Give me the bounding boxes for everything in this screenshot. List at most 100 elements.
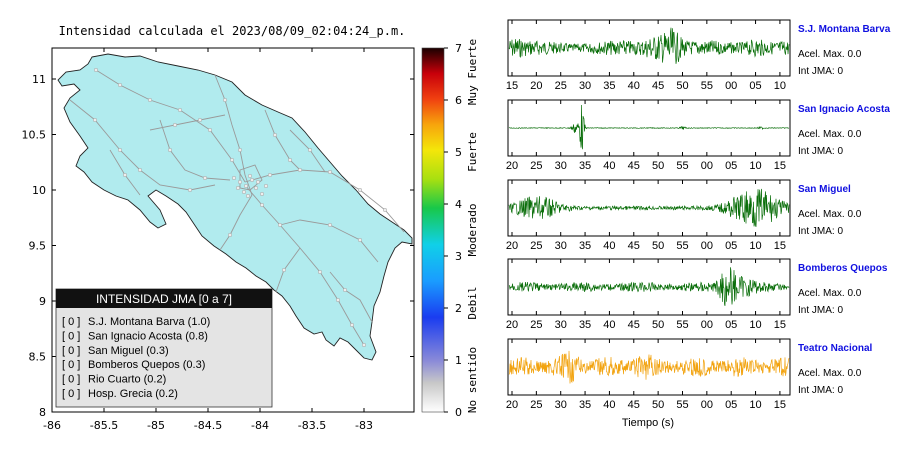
colorbar-label-0: No sentido [466, 347, 479, 413]
waveform-tick-label: 45 [652, 80, 664, 92]
map-x-axis: -86 -85.5 -85 -84.5 -84 -83.5 -83 [43, 48, 373, 432]
colorbar-gradient [421, 47, 445, 413]
waveform-tick-label: 40 [603, 160, 615, 172]
road-2 [214, 74, 253, 196]
waveform-tick-label: 30 [579, 80, 591, 92]
legend-item-badge: [ 0 ] [62, 359, 80, 371]
waveform-tick-label: 25 [555, 80, 567, 92]
town-marker [237, 179, 242, 184]
town-marker [260, 202, 265, 207]
town-marker [92, 117, 97, 122]
legend-item: [ 0 ] S.J. Montana Barva (1.0) [62, 316, 210, 328]
map-x-tick-label: -85.5 [90, 419, 118, 432]
waveform-tick-label: 00 [701, 160, 713, 172]
waveform-tick-label: 05 [725, 160, 737, 172]
station-name[interactable]: Teatro Nacional [798, 343, 872, 354]
waveform-tick-label: 10 [749, 399, 761, 411]
map-border [51, 47, 415, 413]
colorbar-label-1: Debil [466, 286, 479, 319]
town-marker [256, 179, 261, 184]
town-marker [253, 185, 258, 190]
town-marker [202, 175, 207, 180]
town-marker [260, 191, 265, 196]
map-x-tick-label: -84.5 [194, 419, 222, 432]
waveform-tick-label: 45 [628, 160, 640, 172]
legend-item-label: S.J. Montana Barva (1.0) [88, 316, 210, 328]
waveform-tick-label: 40 [628, 80, 640, 92]
station-name[interactable]: San Miguel [798, 184, 851, 195]
station-accel: Acel. Max. 0.0 [798, 288, 862, 299]
town-marker [227, 232, 232, 237]
colorbar-tick-label: 0 [455, 406, 462, 419]
waveform-tick-label: 55 [676, 399, 688, 411]
station-name[interactable]: San Ignacio Acosta [798, 104, 890, 115]
time-axis-label: Tiempo (s) [622, 417, 674, 429]
map-y-tick-label: 8 [39, 406, 46, 419]
waveform-trace [508, 188, 790, 228]
town-marker [288, 157, 293, 162]
legend-item: [ 0 ] San Miguel (0.3) [62, 345, 169, 357]
intensity-colorbar: 0 1 2 3 4 5 6 7 No sentido Debil Moderado Fuert… [421, 39, 479, 419]
waveform-tick-label: 15 [506, 80, 518, 92]
waveform-tick-label: 50 [652, 319, 664, 331]
station-name[interactable]: Bomberos Quepos [798, 263, 888, 274]
waveform-tick-label: 50 [652, 160, 664, 172]
waveform-tick-label: 30 [555, 160, 567, 172]
station-accel: Acel. Max. 0.0 [798, 368, 862, 379]
town-marker [177, 107, 182, 112]
waveform-tick-label: 20 [506, 160, 518, 172]
waveform-tick-label: 50 [676, 80, 688, 92]
station-name[interactable]: S.J. Montana Barva [798, 24, 891, 35]
town-marker [278, 222, 283, 227]
waveform-tick-label: 30 [555, 240, 567, 252]
waveform-tick-label: 25 [530, 240, 542, 252]
town-marker [122, 172, 127, 177]
town-marker [137, 167, 142, 172]
waveform-tick-label: 05 [725, 319, 737, 331]
legend-item-label: San Ignacio Acosta (0.8) [88, 330, 208, 342]
waveform-tick-label: 55 [676, 240, 688, 252]
waveform-tick-label: 25 [530, 399, 542, 411]
colorbar-tick-label: 7 [455, 42, 462, 55]
waveform-tick-label: 50 [652, 399, 664, 411]
town-marker [197, 117, 202, 122]
waveform-tick-label: 00 [701, 240, 713, 252]
waveform-tick-label: 40 [603, 240, 615, 252]
station-intensity: Int JMA: 0 [798, 305, 843, 316]
waveform-tick-label: 20 [506, 240, 518, 252]
town-marker [167, 147, 172, 152]
waveform-tick-label: 30 [555, 399, 567, 411]
waveform-tick-label: 05 [725, 399, 737, 411]
map-y-axis: 11 10.5 10 9.5 9 8.5 8 [22, 73, 414, 419]
town-marker [350, 323, 355, 328]
waveform-tick-label: 35 [579, 240, 591, 252]
waveform-panel: 20 25 30 35 40 45 50 55 00 05 10 15 San Ignacio Acos… [506, 99, 890, 172]
road-5 [219, 194, 253, 251]
waveform-tick-label: 35 [579, 160, 591, 172]
town-markers [92, 67, 388, 348]
waveform-panel: 20 25 30 35 40 45 50 55 00 05 10 15 San Miguel Acel. … [506, 179, 862, 252]
town-marker [308, 147, 313, 152]
town-marker [243, 183, 248, 188]
waveform-tick-label: 15 [774, 319, 786, 331]
waveform-tick-label: 35 [579, 399, 591, 411]
waveform-tick-label: 00 [701, 399, 713, 411]
town-marker [147, 97, 152, 102]
legend-item: [ 0 ] Bomberos Quepos (0.3) [62, 359, 205, 371]
station-accel: Acel. Max. 0.0 [798, 209, 862, 220]
station-intensity: Int JMA: 0 [798, 385, 843, 396]
legend-item-badge: [ 0 ] [62, 316, 80, 328]
road-4 [244, 184, 365, 346]
town-marker [328, 222, 333, 227]
town-marker [235, 185, 240, 190]
town-marker [93, 67, 98, 72]
waveform-trace [508, 27, 790, 64]
waveform-tick-label: 35 [579, 319, 591, 331]
waveform-tick-label: 45 [628, 319, 640, 331]
town-marker [117, 147, 122, 152]
town-marker [172, 122, 177, 127]
waveform-tick-label: 15 [774, 160, 786, 172]
station-intensity: Int JMA: 0 [798, 66, 843, 77]
waveform-tick-label: 55 [676, 160, 688, 172]
